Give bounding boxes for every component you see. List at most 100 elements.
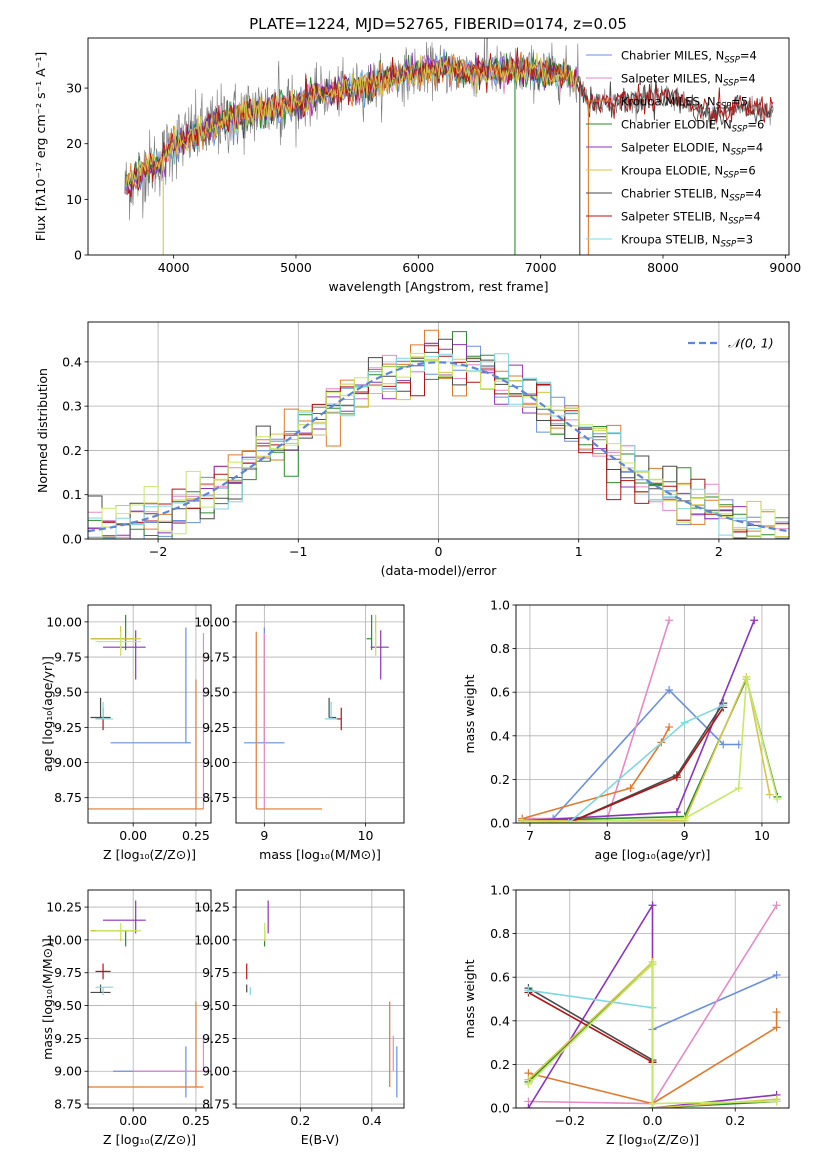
legend-label: Chabrier ELODIE, NSSP=6 bbox=[621, 118, 764, 135]
y-tick-label: 30 bbox=[66, 81, 82, 96]
y-tick-label: 9.25 bbox=[54, 1031, 82, 1046]
figure-title: PLATE=1224, MJD=52765, FIBERID=0174, z=0… bbox=[249, 15, 627, 33]
x-tick-label: 0.2 bbox=[725, 1113, 745, 1128]
spectrum-legend: Chabrier MILES, NSSP=4 Salpeter MILES, NS… bbox=[586, 49, 764, 250]
mass-weight-line-9 bbox=[527, 962, 777, 1105]
x-axis-label: mass [log₁₀(M/M⊙)] bbox=[259, 847, 381, 862]
massweight-vs-age-frame bbox=[515, 604, 790, 824]
y-tick-label: 9.50 bbox=[202, 685, 230, 700]
mass-vs-ebv-axes: 0.2 0.4 8.75 9.00 9.25 9.50 9.75 10.00 10.25 E(B-… bbox=[194, 890, 404, 1147]
y-tick-label: 10 bbox=[66, 192, 82, 207]
massweight-vs-Z-axes: −0.2 0.0 0.2 0.0 0.2 0.4 0.6 0.8 1.0 Z [log₁₀(Z/Z… bbox=[462, 883, 789, 1147]
y-tick-label: 0.6 bbox=[490, 970, 510, 985]
age-vs-Z-frame bbox=[87, 604, 212, 824]
x-tick-label: −0.2 bbox=[555, 1113, 585, 1128]
residuals-frame bbox=[87, 321, 790, 540]
x-tick-label: 0.25 bbox=[182, 1113, 210, 1128]
x-axis-label: wavelength [Angstrom, rest frame] bbox=[328, 279, 548, 294]
mass-vs-Z-frame bbox=[87, 889, 212, 1109]
mass-weight-line-2 bbox=[521, 726, 670, 820]
massweight-vs-Z-frame bbox=[515, 889, 790, 1109]
plus-marker bbox=[648, 1099, 657, 1108]
mass-vs-ebv-points bbox=[246, 900, 398, 1098]
y-tick-label: 10.25 bbox=[194, 900, 230, 915]
plus-marker bbox=[772, 901, 781, 910]
age-vs-mass-frame bbox=[235, 604, 405, 824]
y-tick-label: 9.25 bbox=[202, 720, 230, 735]
mass-vs-ebv-frame bbox=[235, 889, 405, 1109]
x-axis-label: Z [log₁₀(Z/Z⊙)] bbox=[103, 1132, 196, 1147]
x-axis-label: (data-model)/error bbox=[381, 563, 498, 578]
age-vs-mass-points bbox=[244, 614, 389, 810]
x-tick-label: 4000 bbox=[158, 260, 190, 275]
legend-label: Kroupa ELODIE, NSSP=6 bbox=[621, 164, 756, 181]
x-tick-label: 0.00 bbox=[119, 1113, 147, 1128]
x-tick-label: 8000 bbox=[647, 260, 679, 275]
x-tick-label: 0.25 bbox=[182, 828, 210, 843]
x-tick-label: 9 bbox=[260, 828, 268, 843]
mass-weight-line-0 bbox=[522, 688, 739, 822]
x-axis-label: E(B-V) bbox=[301, 1132, 340, 1147]
massweight-vs-age-lines bbox=[518, 616, 782, 823]
y-axis-label: age [log₁₀(age/yr)] bbox=[40, 656, 55, 772]
y-tick-label: 9.50 bbox=[202, 998, 230, 1013]
plus-marker bbox=[672, 773, 681, 782]
x-tick-label: 0.0 bbox=[643, 1113, 663, 1128]
plus-marker bbox=[524, 1104, 533, 1108]
y-tick-label: 9.00 bbox=[202, 755, 230, 770]
legend-label: 𝒩(0, 1) bbox=[728, 336, 774, 351]
y-tick-label: 0 bbox=[74, 248, 82, 263]
plus-marker bbox=[765, 790, 774, 799]
plus-marker bbox=[680, 814, 689, 823]
x-tick-label: 0.00 bbox=[119, 828, 147, 843]
x-tick-label: 5000 bbox=[280, 260, 312, 275]
y-tick-label: 0.4 bbox=[62, 354, 82, 369]
spectrum-axes: 4000 5000 6000 7000 8000 9000 0 10 20 30 wavelengt… bbox=[33, 52, 801, 294]
y-tick-label: 9.75 bbox=[54, 650, 82, 665]
residual-histogram-8 bbox=[88, 353, 789, 539]
y-tick-label: 8.75 bbox=[202, 790, 230, 805]
plus-marker bbox=[648, 960, 657, 969]
y-tick-label: 1.0 bbox=[490, 883, 510, 898]
y-tick-label: 9.25 bbox=[202, 1031, 230, 1046]
legend-label: Salpeter ELODIE, NSSP=4 bbox=[621, 141, 763, 158]
y-tick-label: 0.1 bbox=[62, 487, 82, 502]
legend-label: Kroupa STELIB, NSSP=3 bbox=[621, 233, 753, 250]
age-vs-Z-points bbox=[88, 614, 205, 810]
plus-marker bbox=[680, 718, 689, 727]
massweight-vs-age-axes: 7 8 9 10 0.0 0.2 0.4 0.6 0.8 1.0 age [log₁₀(age/yr… bbox=[462, 598, 789, 862]
y-axis-label: mass weight bbox=[462, 959, 477, 1038]
x-tick-label: −2 bbox=[149, 544, 167, 559]
model-spectrum-5 bbox=[125, 52, 578, 186]
y-tick-label: 10.00 bbox=[194, 614, 230, 629]
y-tick-label: 0.2 bbox=[490, 1057, 510, 1072]
mass-vs-Z-axes: 0.00 0.25 8.75 9.00 9.25 9.50 9.75 10.00 10.25 Z … bbox=[40, 890, 211, 1147]
y-tick-label: 0.8 bbox=[490, 641, 510, 656]
plus-marker bbox=[772, 1008, 781, 1017]
legend-label: Salpeter MILES, NSSP=4 bbox=[621, 72, 756, 89]
x-tick-label: 8 bbox=[603, 828, 611, 843]
residual-histogram-3 bbox=[88, 331, 789, 539]
plus-marker bbox=[734, 784, 743, 793]
mass-weight-line-5 bbox=[522, 674, 771, 822]
y-tick-label: 0.8 bbox=[490, 926, 510, 941]
gaussian-curve bbox=[88, 361, 789, 533]
plus-marker bbox=[648, 901, 657, 910]
model-spectrum-7 bbox=[125, 47, 774, 198]
y-tick-label: 10.00 bbox=[46, 932, 82, 947]
y-tick-label: 0.2 bbox=[490, 772, 510, 787]
mass-weight-line-7 bbox=[528, 991, 653, 1063]
plus-marker bbox=[665, 686, 674, 695]
y-tick-label: 0.0 bbox=[490, 1101, 510, 1116]
y-tick-label: 9.00 bbox=[54, 1064, 82, 1079]
plus-marker bbox=[626, 784, 635, 793]
age-vs-mass-axes: 9 10 8.75 9.00 9.25 9.50 9.75 10.00 mass [log₁₀(… bbox=[194, 605, 404, 862]
plus-marker bbox=[665, 616, 674, 625]
y-axis-label: Normed distribution bbox=[35, 368, 50, 493]
mass-weight-line-9 bbox=[522, 678, 779, 823]
y-tick-label: 8.75 bbox=[54, 1097, 82, 1112]
x-tick-label: 10 bbox=[358, 828, 374, 843]
y-axis-label: mass weight bbox=[462, 674, 477, 753]
age-vs-Z-axes: 0.00 0.25 8.75 9.00 9.25 9.50 9.75 10.00 Z [log₁… bbox=[40, 605, 211, 862]
